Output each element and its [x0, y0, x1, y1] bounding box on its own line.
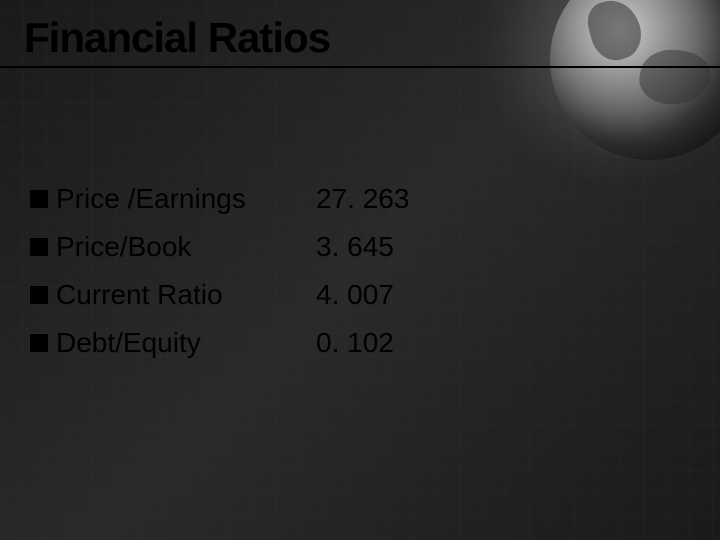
list-item: Price/Book 3. 645 — [30, 228, 490, 266]
ratio-label: Debt/Equity — [56, 327, 316, 359]
ratio-label: Price/Book — [56, 231, 316, 263]
ratio-value: 27. 263 — [316, 183, 409, 215]
ratio-label: Current Ratio — [56, 279, 316, 311]
slide-title: Financial Ratios — [24, 14, 330, 62]
ratio-value: 3. 645 — [316, 231, 394, 263]
globe-graphic — [550, 0, 720, 160]
bullet-icon — [30, 190, 48, 208]
list-item: Current Ratio 4. 007 — [30, 276, 490, 314]
ratio-value: 4. 007 — [316, 279, 394, 311]
ratio-value: 0. 102 — [316, 327, 394, 359]
bullet-icon — [30, 286, 48, 304]
ratios-list: Price /Earnings 27. 263 Price/Book 3. 64… — [30, 180, 490, 372]
title-underline — [0, 66, 720, 68]
bullet-icon — [30, 238, 48, 256]
ratio-label: Price /Earnings — [56, 183, 316, 215]
list-item: Price /Earnings 27. 263 — [30, 180, 490, 218]
list-item: Debt/Equity 0. 102 — [30, 324, 490, 362]
bullet-icon — [30, 334, 48, 352]
